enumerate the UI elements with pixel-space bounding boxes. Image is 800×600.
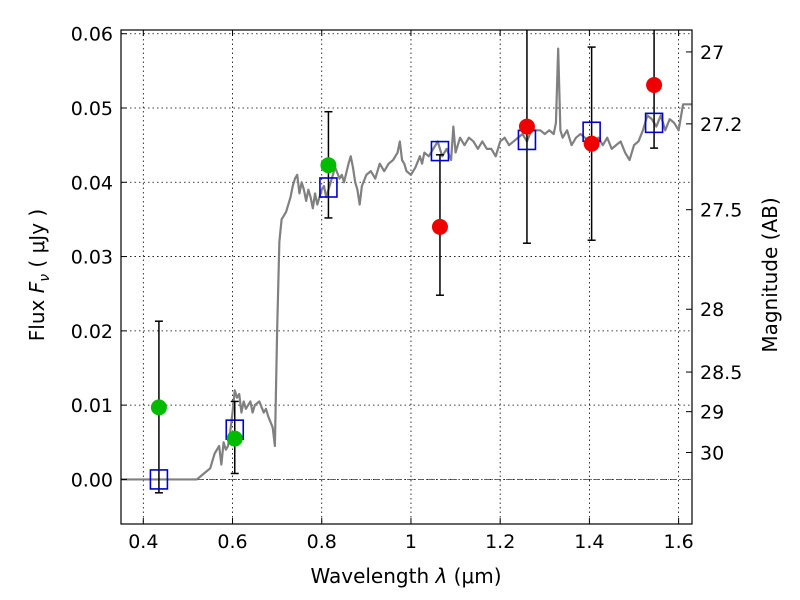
green-point bbox=[150, 399, 167, 416]
y-tick-label: 0.01 bbox=[71, 395, 113, 417]
x-tick-label: 1.4 bbox=[574, 531, 604, 553]
x-tick-label: 1 bbox=[405, 531, 417, 553]
red-point bbox=[431, 218, 448, 235]
red-point bbox=[518, 118, 535, 135]
model-square bbox=[149, 469, 169, 490]
y2-tick-label: 28.5 bbox=[700, 362, 742, 384]
x-axis-label: Wavelength λ (μm) bbox=[310, 564, 501, 588]
axis-ticks: 0.4 0.6 0.8 1 1.2 1.4 1.6 0.00 0.01 0.02 0.03 0.04 0… bbox=[71, 24, 743, 553]
green-point bbox=[226, 430, 243, 447]
plot-frame bbox=[120, 29, 693, 525]
x-tick-label: 0.8 bbox=[307, 531, 337, 553]
x-tick-label: 1.2 bbox=[485, 531, 515, 553]
x-tick-label: 1.6 bbox=[664, 531, 694, 553]
grid-lines bbox=[121, 30, 692, 524]
model-square bbox=[319, 177, 338, 198]
y-tick-label: 0.05 bbox=[71, 98, 113, 120]
x-tick-label: 0.6 bbox=[217, 531, 247, 553]
red-point bbox=[646, 76, 663, 93]
green-point bbox=[320, 157, 337, 174]
x-tick-label: 0.4 bbox=[128, 531, 158, 553]
observed-points bbox=[150, 76, 663, 447]
y-axis-label: Flux Fν ( μJy ) bbox=[25, 209, 53, 341]
model-photometry-squares bbox=[149, 112, 664, 490]
y-tick-label: 0.04 bbox=[71, 172, 113, 194]
y2-tick-label: 27.2 bbox=[700, 114, 742, 136]
y-tick-label: 0.03 bbox=[71, 247, 113, 269]
y2-tick-label: 28 bbox=[700, 299, 724, 321]
y-tick-label: 0.00 bbox=[71, 469, 113, 491]
model-square bbox=[430, 140, 450, 162]
red-point bbox=[583, 135, 600, 152]
y-tick-label: 0.06 bbox=[71, 24, 113, 46]
model-square bbox=[644, 112, 664, 134]
y2-tick-label: 29 bbox=[700, 402, 724, 424]
y2-tick-label: 30 bbox=[700, 442, 724, 464]
y2-tick-label: 27 bbox=[700, 42, 724, 64]
y-tick-label: 0.02 bbox=[71, 321, 113, 343]
y2-axis-label: Magnitude (AB) bbox=[758, 197, 782, 352]
y2-tick-label: 27.5 bbox=[700, 200, 742, 222]
